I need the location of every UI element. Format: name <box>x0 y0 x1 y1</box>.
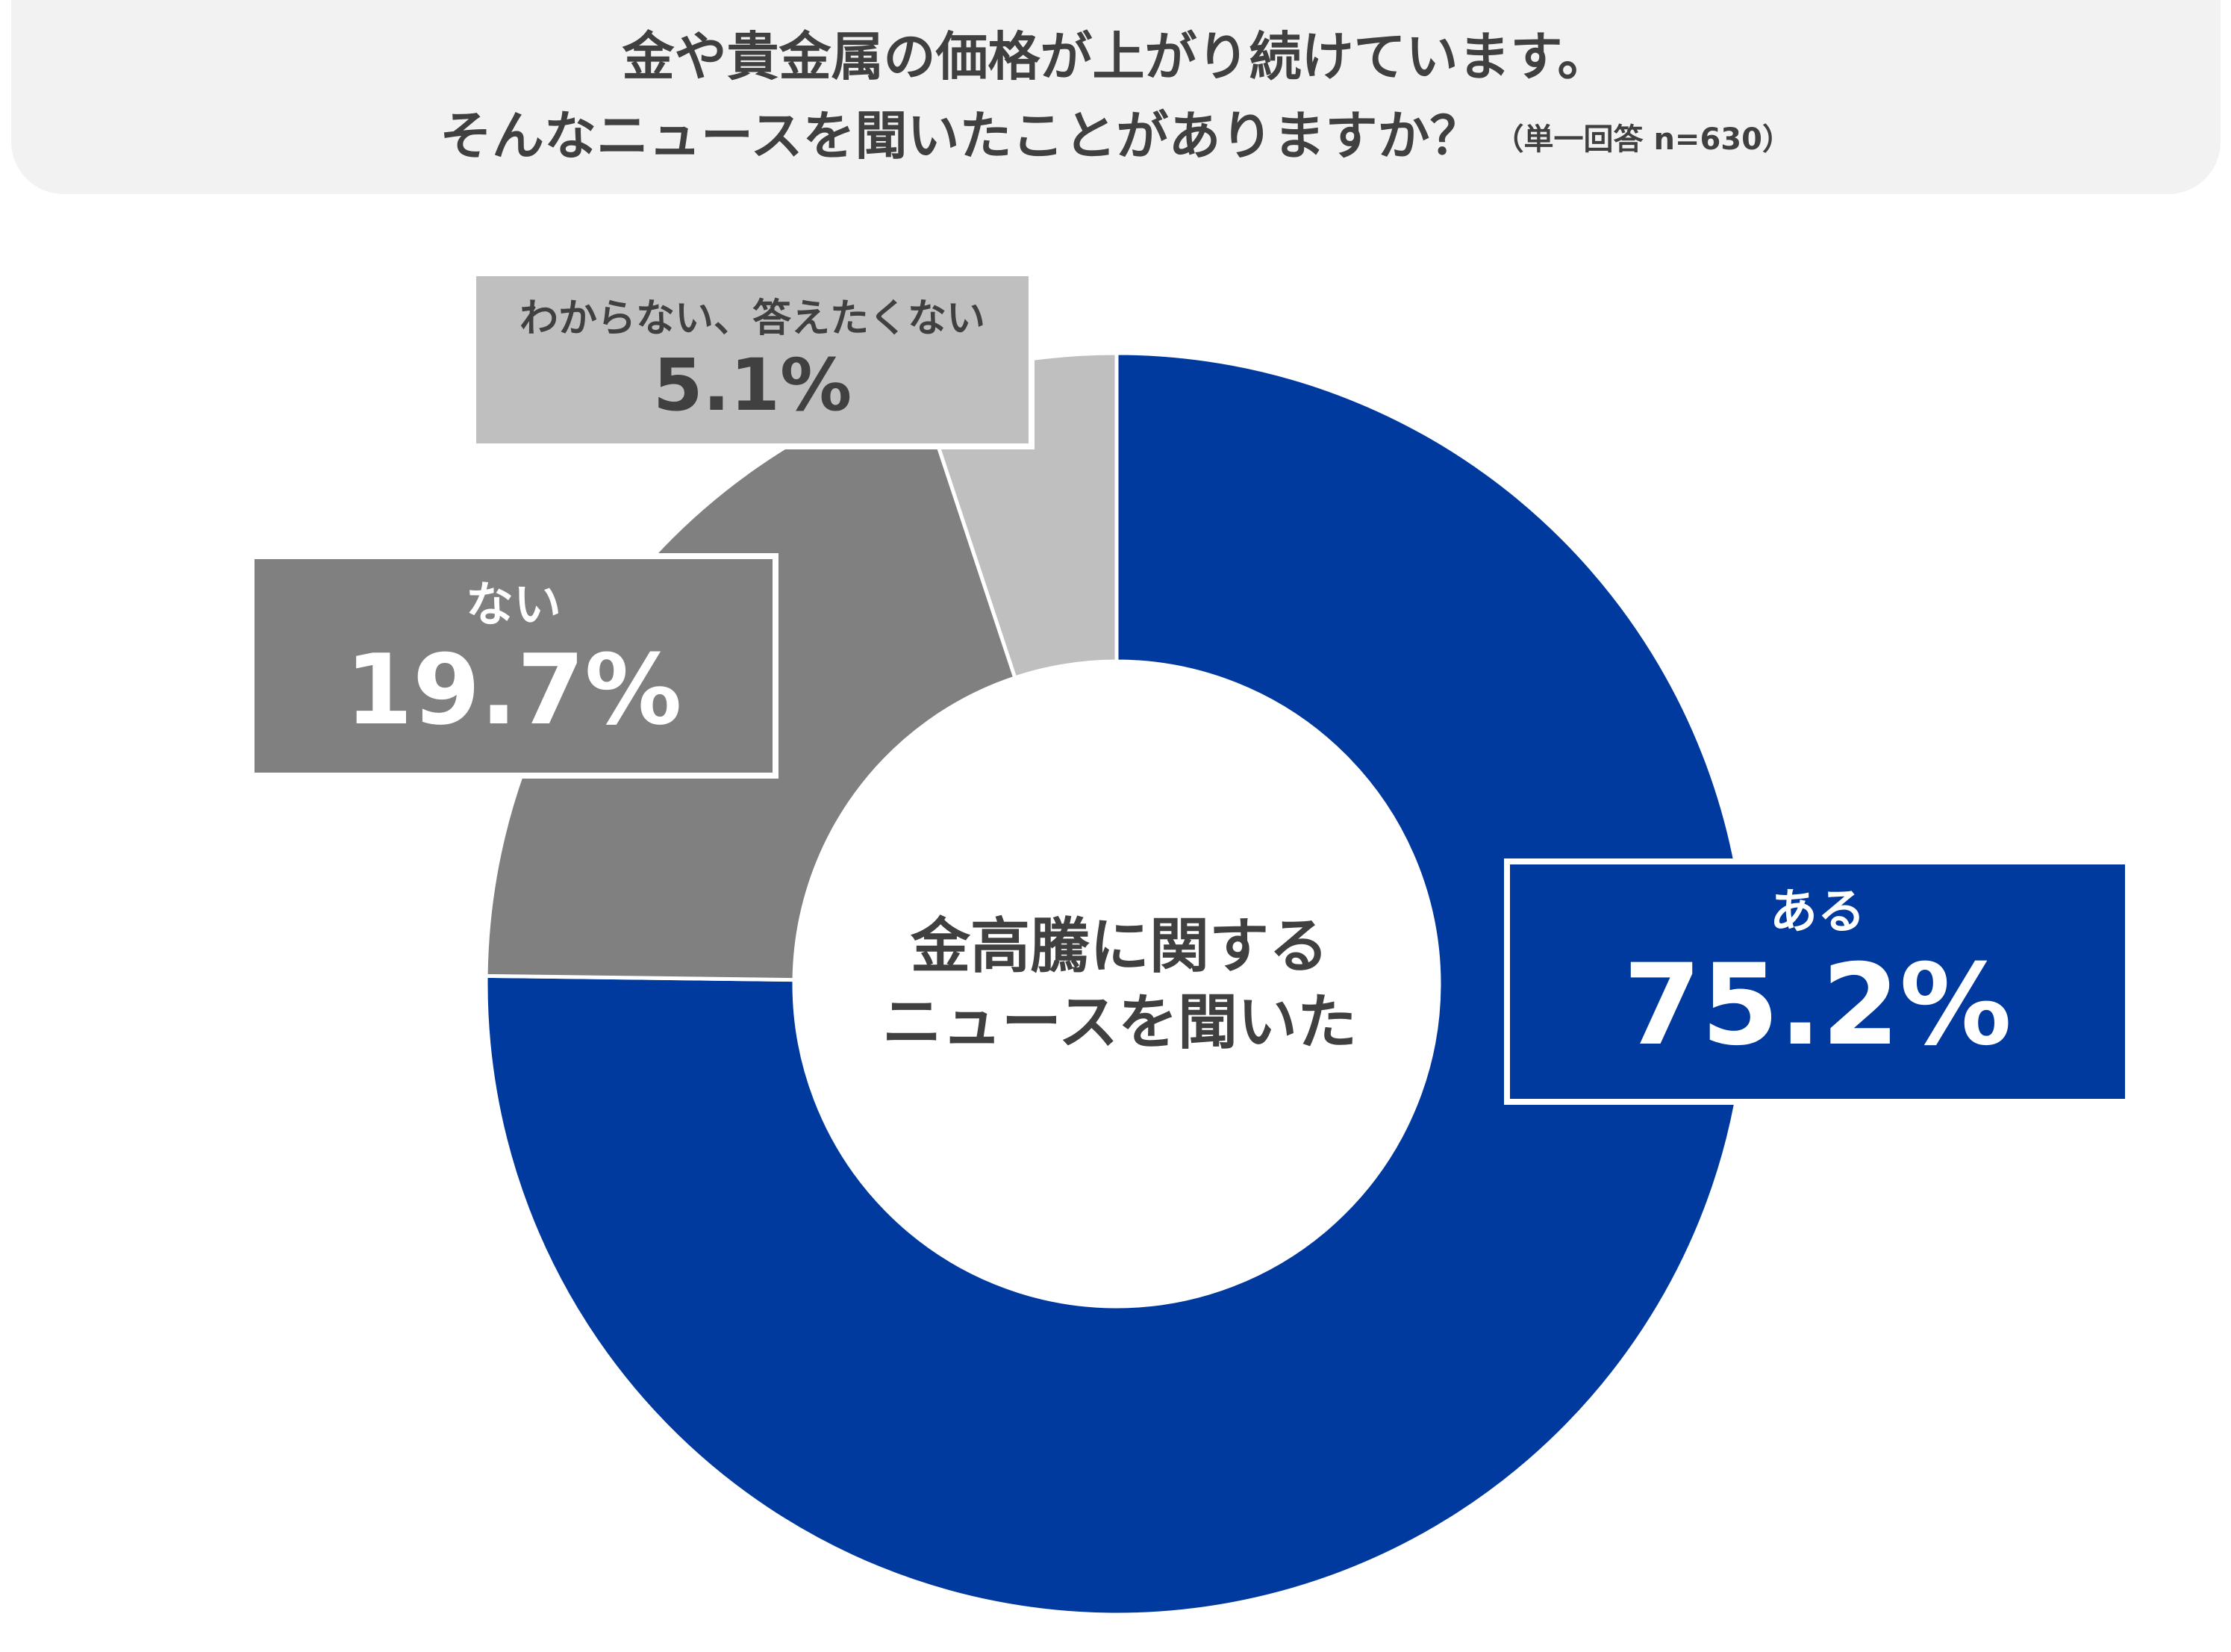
data-label-aru-category: ある <box>1770 885 1865 940</box>
center-label-line2: ニュースを聞いた <box>882 988 1357 1057</box>
chart-header: 金や貴金属の価格が上がり続けています。 そんなニュースを聞いたことがありますか？… <box>11 0 2221 194</box>
data-label-nai-category: ない <box>466 578 561 633</box>
chart-title-line2-text: そんなニュースを聞いたことがありますか？ <box>440 105 1482 166</box>
data-label-aru: ある 75.2% <box>1504 858 2131 1105</box>
data-label-wakaranai-value: 5.1% <box>652 343 852 427</box>
data-label-nai: ない 19.7% <box>249 553 778 779</box>
chart-title-line1: 金や貴金属の価格が上がり続けています。 <box>622 26 1610 87</box>
data-label-wakaranai: わからない、答えたくない 5.1% <box>470 270 1035 449</box>
data-label-nai-value: 19.7% <box>345 633 682 746</box>
data-label-wakaranai-category: わからない、答えたくない <box>519 296 985 341</box>
chart-subtitle-note: （単一回答 n=630） <box>1494 122 1792 157</box>
data-label-aru-value: 75.2% <box>1623 941 2012 1070</box>
donut-hole <box>794 661 1439 1306</box>
chart-title-line2: そんなニュースを聞いたことがありますか？ （単一回答 n=630） <box>11 105 2221 171</box>
center-label-line1: 金高騰に関する <box>911 911 1329 981</box>
